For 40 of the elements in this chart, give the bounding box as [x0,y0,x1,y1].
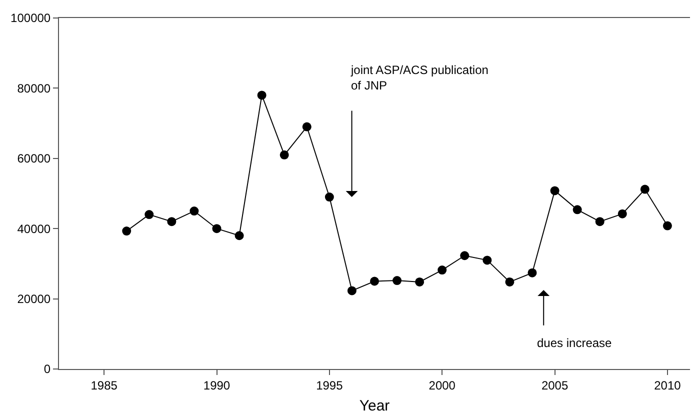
point [438,266,447,275]
y-tick-label: 40000 [17,222,51,236]
y-tick-label: 20000 [17,292,51,306]
y-tick-label: 80000 [17,81,51,96]
x-tick-label: 2005 [541,378,568,392]
point [460,251,470,260]
point [280,150,289,160]
point [257,90,266,100]
point [392,276,402,286]
y-tick-label: 0 [44,362,51,376]
y-tick-label: 60000 [17,152,51,166]
point [144,210,154,220]
point [482,256,492,265]
point [505,277,514,286]
point [302,122,312,132]
point [167,217,176,226]
x-tick-label: 2010 [654,378,682,392]
point [572,205,582,214]
point [618,209,627,218]
point [640,184,650,194]
point [550,186,560,196]
x-tick-label: 1990 [203,378,230,392]
x-tick-label: 1985 [90,378,118,392]
point [662,221,672,230]
y-tick-label: 100000 [10,11,51,26]
point [370,276,379,286]
x-tick-label: 2000 [428,378,456,392]
point [212,224,222,234]
point [122,226,132,236]
x-tick-label: 1995 [316,378,344,392]
point [528,268,537,278]
point [234,231,244,240]
point [595,217,604,226]
annotation: joint ASP/ACS publication of JNP [350,63,488,93]
point [415,277,424,286]
point [347,286,356,296]
x-axis-title: Year [359,397,390,414]
annotation: dues increase [537,336,612,350]
point [190,206,199,216]
point [324,192,334,202]
